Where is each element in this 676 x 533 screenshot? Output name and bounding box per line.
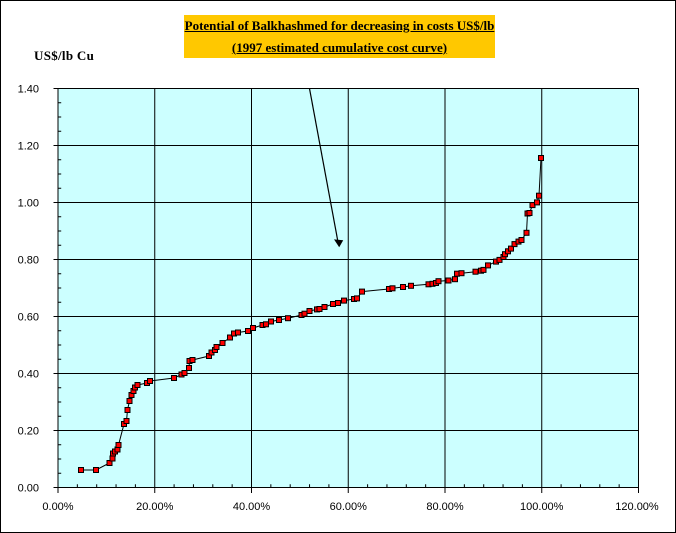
svg-text:0.80: 0.80	[18, 255, 39, 267]
svg-text:1.40: 1.40	[18, 84, 39, 96]
svg-text:20.00%: 20.00%	[136, 501, 174, 513]
svg-text:0.00%: 0.00%	[42, 501, 73, 513]
svg-text:1.20: 1.20	[18, 141, 39, 153]
svg-text:100.00%: 100.00%	[520, 501, 564, 513]
svg-text:80.00%: 80.00%	[426, 501, 464, 513]
svg-text:0.00: 0.00	[18, 483, 39, 495]
svg-text:40.00%: 40.00%	[233, 501, 271, 513]
svg-text:0.60: 0.60	[18, 312, 39, 324]
svg-text:120.00%: 120.00%	[615, 501, 659, 513]
svg-text:0.20: 0.20	[18, 426, 39, 438]
svg-text:60.00%: 60.00%	[330, 501, 368, 513]
svg-text:1.00: 1.00	[18, 198, 39, 210]
svg-text:0.40: 0.40	[18, 369, 39, 381]
